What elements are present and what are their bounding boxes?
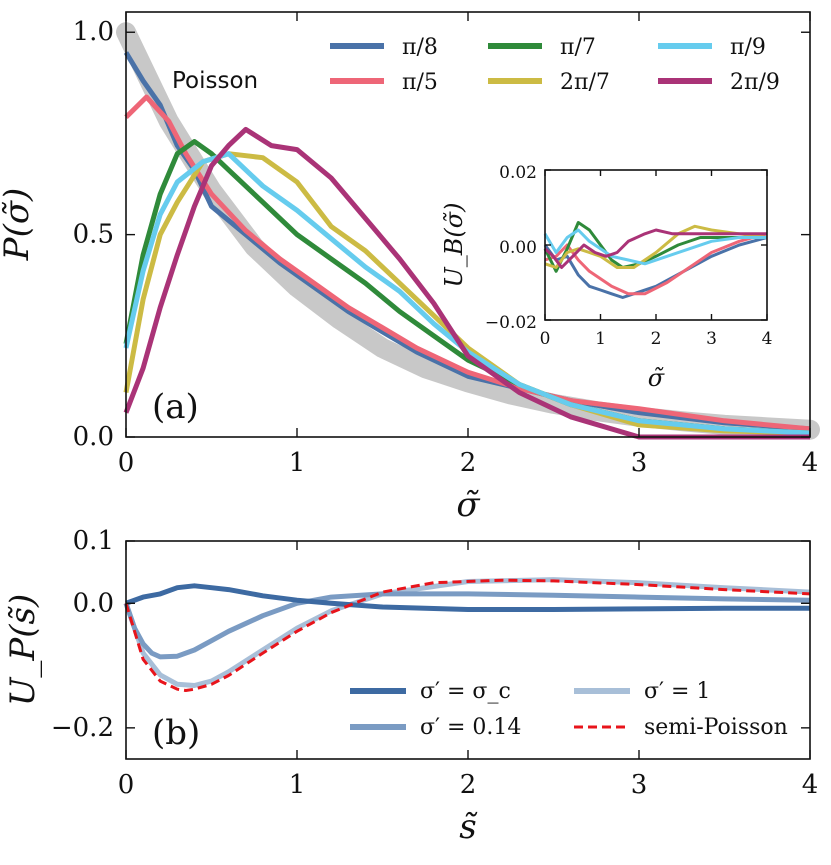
- legend-label-1: σ′ = 1: [644, 679, 710, 704]
- panel-b-legend: σ′ = σ_c σ′ = 0.14 σ′ = 1 semi-Poisson: [350, 679, 788, 740]
- panel-b: 0 1 2 3 40.10.0−0.2 U_P(s̃) s̃ (b) σ′ = σ_cσ…: [3, 526, 818, 847]
- inset-plot: 0 1 2 3 4 0.02 0.00 −0.02 U_B(σ̃) σ̃: [440, 163, 772, 392]
- inset-xtick-label: 0: [540, 329, 551, 349]
- panel-a-xtick-label: 1: [289, 448, 306, 478]
- panel-b-xtick-label: 3: [631, 770, 648, 800]
- legend-label-2-9: 2π/9: [730, 70, 780, 95]
- panel-b-xtick-label: 4: [802, 770, 819, 800]
- legend-label-8: π/8: [402, 35, 438, 60]
- inset-ytick-label: −0.02: [485, 313, 537, 333]
- legend-label-9: π/9: [730, 35, 766, 60]
- panel-a: 0 1 2 3 40.00.51.0 P(σ̃) σ̃ Poisson (a) π/8π…: [0, 11, 820, 525]
- panel-a-xtick-label: 3: [631, 448, 648, 478]
- panel-a-ytick-label: 0.0: [73, 422, 114, 452]
- panel-b-xtick-label: 1: [289, 770, 306, 800]
- legend-label-5: π/5: [402, 70, 438, 95]
- series-line-semi-poisson: [124, 578, 811, 692]
- panel-a-ytick-label: 0.5: [73, 220, 114, 250]
- panel-a-xtick-label: 0: [118, 448, 135, 478]
- series-line-c: [125, 583, 810, 612]
- panel-b-label: (b): [152, 713, 200, 753]
- panel-a-xtick-label: 4: [802, 448, 819, 478]
- panel-b-ytick-label: −0.2: [51, 713, 114, 743]
- legend-label-7: π/7: [560, 35, 596, 60]
- inset-xtick-label: 3: [706, 329, 717, 349]
- inset-ytick-label: 0.02: [499, 163, 537, 183]
- panel-b-ytick-label: 0.1: [73, 526, 114, 556]
- legend-label-0-14: σ′ = 0.14: [420, 715, 521, 740]
- panel-a-xlabel: σ̃: [456, 485, 480, 525]
- legend-label-semi-poisson: semi-Poisson: [644, 715, 788, 740]
- inset-xtick-label: 2: [651, 329, 662, 349]
- panel-b-xtick-label: 2: [460, 770, 477, 800]
- inset-xtick-label: 1: [595, 329, 606, 349]
- inset-line-2-9: [543, 228, 767, 269]
- legend-label-2-7: 2π/7: [560, 70, 610, 95]
- inset-xtick-label: 4: [762, 329, 773, 349]
- legend-label-c: σ′ = σ_c: [420, 679, 511, 704]
- panel-a-legend: π/8 π/5 π/7 2π/7 π/9 2π/9: [330, 35, 780, 95]
- panel-b-xtick-label: 0: [118, 770, 135, 800]
- panel-a-ylabel: P(σ̃): [0, 188, 37, 262]
- panel-a-ytick-label: 1.0: [73, 17, 114, 47]
- series-line-9: [123, 151, 811, 436]
- inset-ytick-label: 0.00: [499, 238, 537, 258]
- panel-b-xlabel: s̃: [459, 807, 478, 847]
- series-line-2-9: [123, 126, 810, 440]
- inset-line-2-7: [544, 224, 768, 269]
- inset-ylabel: U_B(σ̃): [440, 203, 468, 288]
- inset-xlabel: σ̃: [648, 364, 665, 392]
- poisson-annotation: Poisson: [172, 68, 258, 94]
- panel-b-ytick-label: 0.0: [73, 588, 114, 618]
- series-line-5: [124, 94, 811, 432]
- inset-line-9: [543, 228, 767, 266]
- panel-b-ylabel: U_P(s̃): [3, 594, 43, 707]
- panel-a-label: (a): [152, 387, 199, 427]
- panel-a-xtick-label: 2: [460, 448, 477, 478]
- series-line-1: [123, 577, 811, 688]
- series-line-0-14: [123, 591, 811, 660]
